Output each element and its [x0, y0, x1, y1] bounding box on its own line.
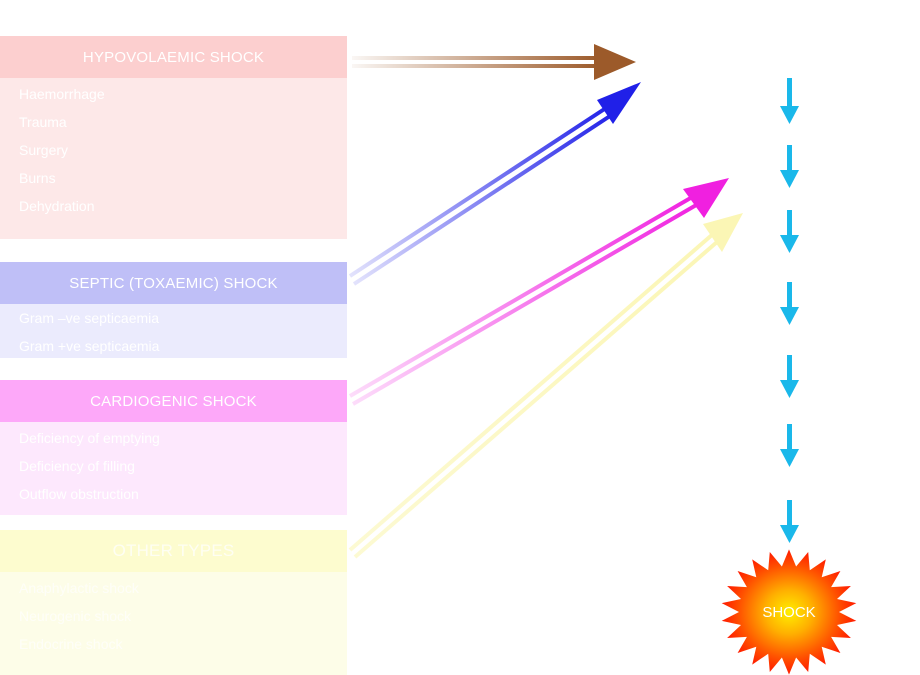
shock-outcome: SHOCK: [721, 549, 857, 675]
cause-item: Dehydration: [19, 198, 95, 214]
hypovolaemic-header: HYPOVOLAEMIC SHOCK: [0, 36, 347, 78]
cascade-arrows: [780, 78, 799, 543]
starburst-icon: [721, 549, 857, 675]
septic-title: SEPTIC (TOXAEMIC) SHOCK: [69, 274, 278, 292]
cause-item: Haemorrhage: [19, 86, 105, 102]
cause-item: Neurogenic shock: [19, 608, 132, 624]
down-arrow-icon: [780, 424, 799, 467]
cause-item: Outflow obstruction: [19, 486, 139, 502]
other-types-title: OTHER TYPES: [112, 541, 235, 560]
septic-header: SEPTIC (TOXAEMIC) SHOCK: [0, 262, 347, 304]
septic-arrow: [348, 82, 641, 286]
hypovolaemic-title: HYPOVOLAEMIC SHOCK: [82, 48, 265, 66]
down-arrow-icon: [780, 78, 799, 124]
cause-item: Burns: [19, 170, 56, 186]
other-types-causes: Anaphylactic shock Neurogenic shock Endo…: [0, 572, 347, 675]
cardiogenic-panel: CARDIOGENIC SHOCK Deficiency of emptying…: [0, 380, 347, 515]
cause-item: Anaphylactic shock: [19, 580, 139, 596]
other-types-panel: OTHER TYPES Anaphylactic shock Neurogeni…: [0, 530, 347, 675]
cause-item: Gram –ve septicaemia: [19, 310, 160, 326]
hypovolaemic-causes: Haemorrhage Trauma Surgery Burns Dehydra…: [0, 78, 347, 239]
cause-item: Endocrine shock: [19, 636, 123, 652]
down-arrow-icon: [780, 210, 799, 253]
cardiogenic-header: CARDIOGENIC SHOCK: [0, 380, 347, 422]
septic-causes: Gram –ve septicaemia Gram +ve septicaemi…: [0, 304, 347, 358]
down-arrow-icon: [780, 355, 799, 398]
down-arrow-icon: [780, 145, 799, 188]
cardiogenic-causes: Deficiency of emptying Deficiency of fil…: [0, 422, 347, 515]
cause-item: Surgery: [19, 142, 69, 158]
cause-item: Deficiency of emptying: [19, 430, 160, 446]
hypovolaemic-panel: HYPOVOLAEMIC SHOCK Haemorrhage Trauma Su…: [0, 36, 347, 239]
other-types-arrow: [348, 213, 743, 559]
down-arrow-icon: [780, 500, 799, 543]
cause-item: Gram +ve septicaemia: [19, 338, 160, 354]
septic-panel: SEPTIC (TOXAEMIC) SHOCK Gram –ve septica…: [0, 262, 347, 358]
cardiogenic-title: CARDIOGENIC SHOCK: [90, 392, 257, 410]
cause-item: Trauma: [19, 114, 67, 130]
hypovolaemic-arrow: [352, 44, 636, 80]
cause-item: Deficiency of filling: [19, 458, 135, 474]
cardiogenic-arrow: [348, 178, 729, 406]
down-arrow-icon: [780, 282, 799, 325]
shock-label: SHOCK: [762, 604, 815, 621]
other-types-header: OTHER TYPES: [0, 530, 347, 572]
